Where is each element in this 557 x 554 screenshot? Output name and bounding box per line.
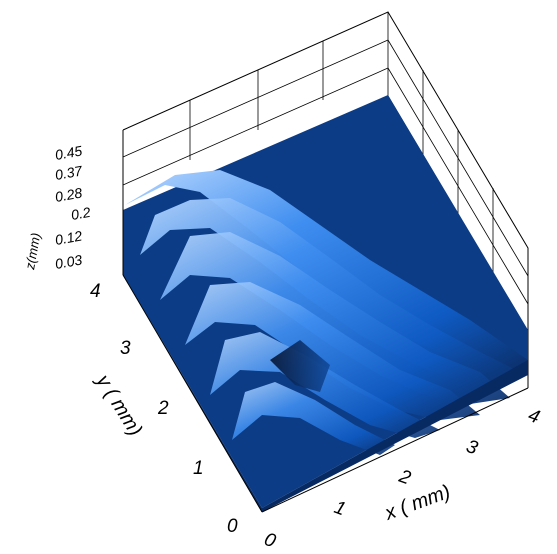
- surface: [123, 95, 528, 512]
- z-tick-label: 0.37: [54, 162, 85, 183]
- y-tick-label: 1: [193, 458, 204, 479]
- x-tick-label: 0: [261, 529, 279, 552]
- ridge-3: [160, 232, 510, 404]
- z-tick-label: 0.28: [54, 184, 84, 205]
- z-tick-label: 0.45: [54, 142, 84, 163]
- y-tick-label: 0: [227, 516, 238, 537]
- z-tick-label: 0.2: [70, 204, 92, 223]
- x-tick-label: 2: [395, 466, 413, 490]
- trough-shadow: [270, 340, 330, 392]
- ridge-4: [185, 282, 480, 420]
- z-axis: 0.03 0.12 0.2 0.28 0.37 0.45 z(mm): [22, 142, 92, 272]
- z-tick-label: 0.12: [54, 227, 84, 248]
- y-tick-label: 3: [120, 338, 131, 359]
- ridge-6: [232, 382, 395, 455]
- y-tick-label: 4: [90, 281, 101, 302]
- x-tick-label: 4: [525, 405, 542, 428]
- front-axes: [122, 130, 529, 513]
- x-tick-label: 1: [331, 497, 348, 520]
- y-axis-label: y ( mm): [91, 369, 147, 440]
- x-tick-label: 3: [463, 436, 481, 459]
- z-tick-label: 0.03: [54, 251, 84, 272]
- ridge-5: [210, 332, 440, 438]
- y-tick-label: 2: [157, 398, 169, 419]
- x-axis-label: x ( mm): [381, 481, 453, 525]
- z-axis-label: z(mm): [22, 232, 43, 272]
